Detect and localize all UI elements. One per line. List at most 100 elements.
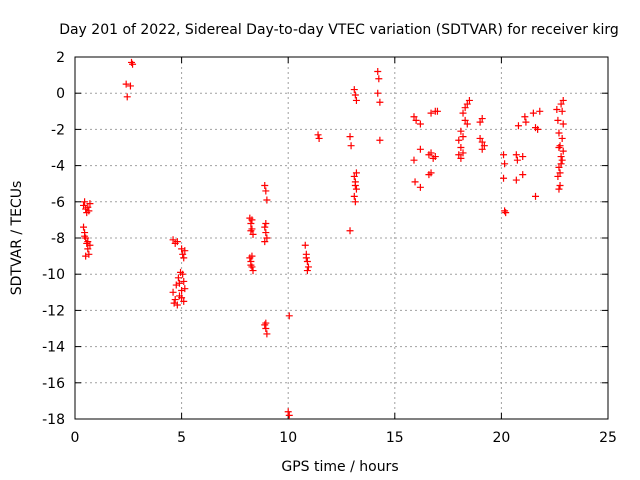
data-point [476,134,484,142]
data-point [480,142,488,150]
data-point [522,118,530,126]
y-tick-label: -12 [42,303,65,319]
data-point [559,120,567,128]
data-point [534,125,542,133]
data-point [314,131,322,139]
data-point [84,238,92,246]
data-point [478,115,486,123]
data-point [248,216,256,224]
data-point [126,82,134,90]
data-point [557,100,565,108]
data-point [554,172,562,180]
x-tick-label: 5 [177,430,186,446]
data-point [304,263,312,271]
data-point [285,411,293,419]
data-point [180,254,188,262]
data-point [457,127,465,135]
data-point [347,142,355,150]
data-point [261,223,269,231]
data-point [465,96,473,104]
data-point [174,274,182,282]
data-point [248,225,256,233]
data-point [559,96,567,104]
data-point [122,80,130,88]
x-tick-label: 15 [386,430,404,446]
x-axis: 0 5 10 15 20 25 [71,57,617,446]
data-point [431,153,439,161]
data-point [457,154,465,162]
y-tick-label: -14 [42,340,65,356]
data-point [351,182,359,190]
data-point [180,277,188,285]
data-point [502,209,510,217]
data-point [284,408,292,416]
data-point [352,185,360,193]
y-tick-label: -18 [42,412,65,428]
y-axis-title: SDTVAR / TECUs [9,181,25,296]
data-point [123,93,131,101]
y-tick-label: -10 [42,267,65,283]
data-point [350,172,358,180]
data-point [411,178,419,186]
data-point [478,145,486,153]
x-tick-label: 20 [492,430,510,446]
data-point [350,86,358,94]
data-point [302,254,310,262]
data-point [532,192,540,200]
data-points [80,58,567,419]
data-point [247,227,255,235]
data-point [172,281,180,289]
data-point [536,107,544,115]
data-point [412,116,420,124]
y-axis: 2 0 -2 -4 -6 -8 -10 -12 -14 -16 -18 [42,50,608,428]
data-point [529,109,537,117]
y-tick-label: 0 [56,86,65,102]
data-point [352,96,360,104]
x-tick-label: 25 [599,430,617,446]
data-point [455,136,463,144]
data-point [416,145,424,153]
x-tick-label: 0 [71,430,80,446]
data-point [519,171,527,179]
data-point [82,252,90,260]
data-point [262,220,270,228]
data-point [416,183,424,191]
data-point [262,319,270,327]
data-point [558,134,566,142]
data-point [175,279,183,287]
data-point [513,156,521,164]
data-point [315,134,323,142]
data-point [376,136,384,144]
data-point [556,169,564,177]
data-point [247,261,255,269]
data-point [427,109,435,117]
data-point [500,174,508,182]
data-point [556,142,564,150]
data-point [463,100,471,108]
data-point [351,91,359,99]
grid [75,57,608,419]
data-point [459,109,467,117]
data-point [80,201,88,209]
data-point [262,229,270,237]
data-point [261,321,269,329]
data-point [86,241,94,249]
data-point [521,113,529,121]
data-point [86,200,94,208]
data-point [262,187,270,195]
x-axis-title: GPS time / hours [281,459,398,475]
data-point [410,113,418,121]
y-tick-label: -6 [51,195,65,211]
data-point [557,153,565,161]
data-point [375,75,383,83]
data-point [181,247,189,255]
data-point [84,245,92,253]
data-point [170,299,178,307]
data-point [374,67,382,75]
data-point [500,151,508,159]
data-point [263,234,271,242]
data-point [179,270,187,278]
data-point [501,207,509,215]
data-point [263,196,271,204]
data-point [374,89,382,97]
